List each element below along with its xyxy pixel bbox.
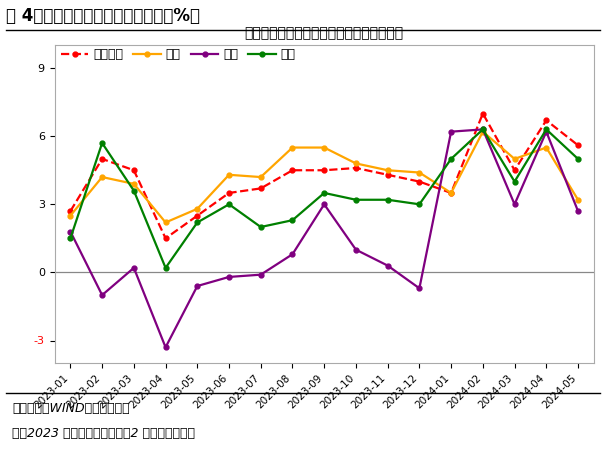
国有 xyxy=(162,220,169,225)
规上企业 xyxy=(511,168,518,173)
私营 xyxy=(574,156,582,162)
规上企业 xyxy=(162,236,169,241)
国有 xyxy=(321,145,328,150)
私营 xyxy=(352,197,359,202)
规上企业 xyxy=(384,172,391,178)
私营 xyxy=(321,190,328,196)
私营 xyxy=(194,220,201,225)
国有 xyxy=(289,145,296,150)
国有 xyxy=(384,168,391,173)
私营 xyxy=(447,156,454,162)
国有 xyxy=(130,181,138,187)
私营 xyxy=(130,188,138,193)
Line: 规上企业: 规上企业 xyxy=(68,111,581,241)
国有 xyxy=(574,197,582,202)
私营 xyxy=(542,127,550,132)
外资 xyxy=(511,202,518,207)
规上企业 xyxy=(542,118,550,123)
国有 xyxy=(416,170,423,175)
Text: 注：2023 年为两年平均增速，2 月份为累计增速: 注：2023 年为两年平均增速，2 月份为累计增速 xyxy=(12,427,195,440)
私营 xyxy=(257,224,264,230)
外资 xyxy=(130,265,138,271)
外资 xyxy=(257,272,264,277)
私营 xyxy=(67,236,74,241)
私营 xyxy=(99,140,106,146)
私营 xyxy=(162,265,169,271)
规上企业 xyxy=(257,186,264,191)
规上企业 xyxy=(289,168,296,173)
Title: 分企业类型规上工业增加值增速：当月同比: 分企业类型规上工业增加值增速：当月同比 xyxy=(245,26,404,40)
Text: 图 4：不同类型工业企业生产增速（%）: 图 4：不同类型工业企业生产增速（%） xyxy=(6,7,200,25)
外资 xyxy=(67,229,74,234)
规上企业 xyxy=(447,190,454,196)
规上企业 xyxy=(225,190,233,196)
外资 xyxy=(225,274,233,280)
外资 xyxy=(99,292,106,298)
私营 xyxy=(384,197,391,202)
私营 xyxy=(479,127,487,132)
国有 xyxy=(194,206,201,212)
Text: 资料来源：WIND，财信研究院: 资料来源：WIND，财信研究院 xyxy=(12,402,130,415)
外资 xyxy=(574,208,582,214)
外资 xyxy=(194,283,201,289)
外资 xyxy=(352,247,359,252)
Line: 私营: 私营 xyxy=(68,127,581,270)
外资 xyxy=(384,263,391,268)
私营 xyxy=(511,179,518,184)
国有 xyxy=(352,161,359,166)
规上企业 xyxy=(479,111,487,116)
国有 xyxy=(542,145,550,150)
外资 xyxy=(289,252,296,257)
Line: 国有: 国有 xyxy=(68,129,581,225)
规上企业 xyxy=(321,168,328,173)
规上企业 xyxy=(67,208,74,214)
外资 xyxy=(479,127,487,132)
国有 xyxy=(225,172,233,178)
外资 xyxy=(542,129,550,134)
国有 xyxy=(447,190,454,196)
国有 xyxy=(99,174,106,180)
规上企业 xyxy=(130,168,138,173)
外资 xyxy=(321,202,328,207)
规上企业 xyxy=(574,143,582,148)
国有 xyxy=(257,174,264,180)
国有 xyxy=(67,213,74,218)
外资 xyxy=(447,129,454,134)
外资 xyxy=(416,286,423,291)
私营 xyxy=(416,202,423,207)
规上企业 xyxy=(99,156,106,162)
规上企业 xyxy=(352,165,359,171)
Line: 外资: 外资 xyxy=(68,127,581,350)
国有 xyxy=(479,129,487,134)
国有 xyxy=(511,156,518,162)
规上企业 xyxy=(416,179,423,184)
外资 xyxy=(162,345,169,350)
Legend: 规上企业, 国有, 外资, 私营: 规上企业, 国有, 外资, 私营 xyxy=(61,49,296,61)
私营 xyxy=(289,217,296,223)
私营 xyxy=(225,202,233,207)
规上企业 xyxy=(194,213,201,218)
